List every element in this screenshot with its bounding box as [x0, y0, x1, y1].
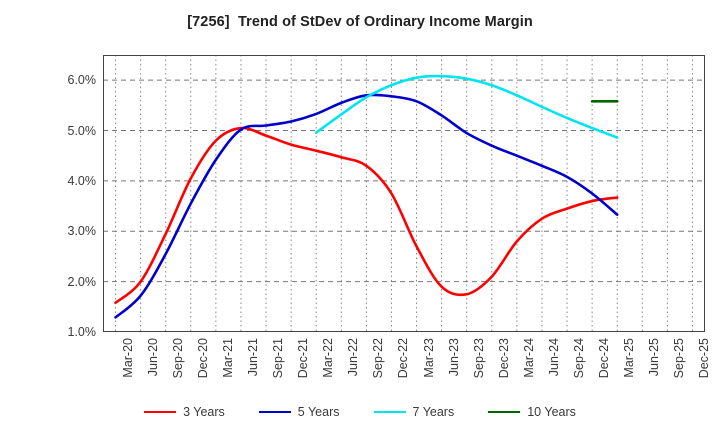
- y-axis-tick-label: 5.0%: [67, 123, 97, 138]
- x-axis-tick-label: Mar-23: [421, 338, 436, 378]
- chart-legend: 3 Years 5 Years 7 Years 10 Years: [0, 405, 720, 419]
- series-line-3-years: [114, 126, 619, 305]
- legend-color-swatch: [258, 411, 291, 413]
- legend-item-5-years[interactable]: 5 Years: [258, 405, 340, 419]
- plot-svg: [103, 55, 705, 332]
- x-axis-tick-label: Sep-21: [271, 338, 286, 379]
- legend-color-swatch: [488, 411, 521, 413]
- x-axis-tick-label: Jun-21: [245, 338, 260, 377]
- x-axis-tick-label: Dec-20: [195, 338, 210, 379]
- legend-color-swatch: [144, 411, 177, 413]
- chart-title: [7256] Trend of StDev of Ordinary Income…: [187, 14, 533, 30]
- x-axis-tick-label: Mar-24: [521, 338, 536, 378]
- legend-color-swatch: [373, 411, 406, 413]
- legend-label: 5 Years: [297, 405, 340, 419]
- x-axis-tick-label: Mar-21: [220, 338, 235, 378]
- x-axis-tick-label: Dec-24: [597, 338, 612, 379]
- x-axis-tick-label: Jun-23: [446, 338, 461, 377]
- y-axis-tick-label: 4.0%: [67, 173, 97, 188]
- plot-border: [103, 55, 705, 332]
- y-axis-tick-labels: 1.0% 2.0% 3.0% 4.0% 5.0% 6.0%: [0, 0, 97, 440]
- legend-item-3-years[interactable]: 3 Years: [144, 405, 225, 419]
- x-axis-tick-label: Jun-24: [546, 338, 561, 377]
- data-series-layer: [114, 74, 619, 319]
- legend-label: 10 Years: [527, 405, 576, 419]
- y-axis-tick-label: 2.0%: [67, 274, 97, 289]
- plot-area: [103, 55, 705, 332]
- x-axis-tick-label: Dec-25: [697, 338, 712, 379]
- x-axis-tick-label: Sep-23: [471, 338, 486, 379]
- x-axis-tick-label: Mar-20: [120, 338, 135, 378]
- y-axis-tick-label: 6.0%: [67, 73, 97, 88]
- x-axis-tick-label: Mar-22: [321, 338, 336, 378]
- legend-label: 3 Years: [183, 405, 225, 419]
- series-line-7-years: [314, 74, 619, 139]
- x-axis-tick-label: Sep-20: [170, 338, 185, 379]
- x-axis-tick-label: Dec-23: [496, 338, 511, 379]
- x-axis-tick-label: Dec-21: [296, 338, 311, 379]
- x-axis-tick-label: Jun-25: [647, 338, 662, 377]
- x-axis-tick-label: Dec-22: [396, 338, 411, 379]
- legend-label: 7 Years: [412, 405, 455, 419]
- legend-item-7-years[interactable]: 7 Years: [373, 405, 455, 419]
- series-line-5-years: [114, 93, 619, 319]
- x-axis-tick-label: Sep-25: [672, 338, 687, 379]
- x-axis-tick-label: Sep-22: [371, 338, 386, 379]
- x-axis-tick-label: Jun-22: [346, 338, 361, 377]
- x-axis-tick-label: Jun-20: [145, 338, 160, 377]
- x-axis-tick-label: Sep-24: [572, 338, 587, 379]
- x-axis-tick-label: Mar-25: [622, 338, 637, 378]
- y-axis-tick-label: 1.0%: [67, 325, 97, 339]
- legend-item-10-years[interactable]: 10 Years: [488, 405, 576, 419]
- y-axis-tick-label: 3.0%: [67, 224, 97, 239]
